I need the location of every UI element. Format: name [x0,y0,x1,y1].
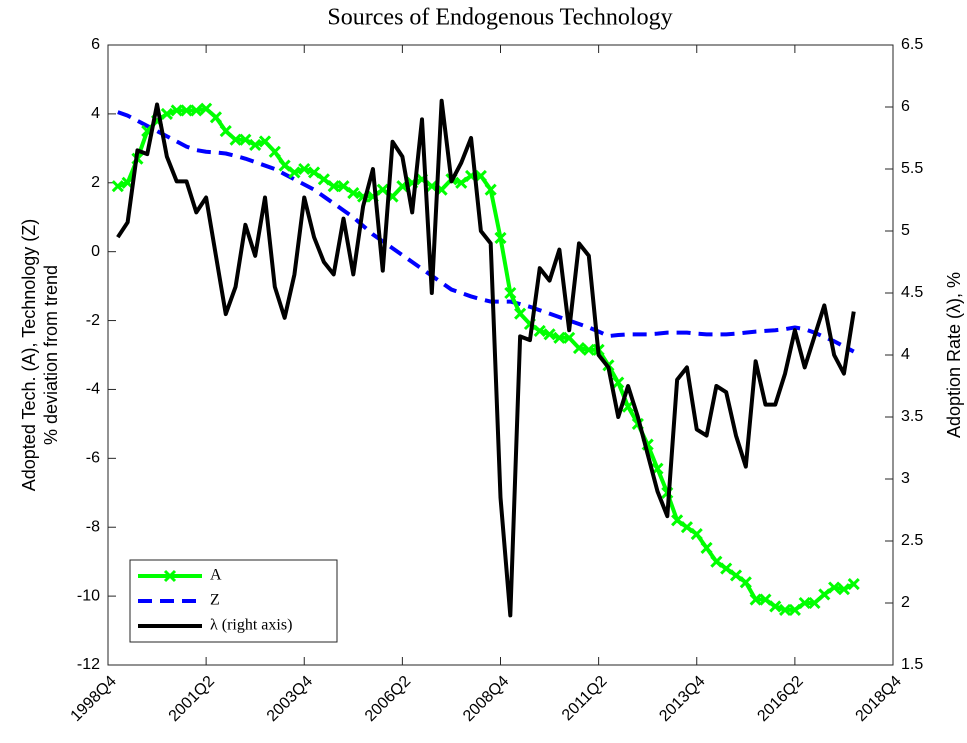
y2-tick-label: 2.5 [901,532,923,549]
chart-title: Sources of Endogenous Technology [327,5,672,31]
marker [504,286,517,300]
marker [180,104,193,117]
marker [798,596,811,610]
marker [474,169,487,182]
marker [258,135,272,148]
marker [808,596,821,610]
marker [376,183,389,196]
y-tick-label: -8 [86,518,100,535]
marker [298,162,311,176]
marker [278,159,291,172]
marker [837,583,850,596]
marker [759,593,772,606]
marker [308,166,321,179]
marker [209,111,222,124]
marker [553,331,566,344]
marker [582,343,595,356]
legend-marker [163,569,177,583]
y-tick-label: 4 [91,105,100,122]
marker [690,528,703,541]
marker [533,324,546,337]
y2-tick-label: 3.5 [901,408,923,425]
marker [543,328,556,341]
marker [327,180,340,193]
marker [347,187,360,200]
marker [710,555,723,568]
y2-tick-label: 4.5 [901,284,923,301]
marker [572,342,586,355]
marker [749,593,762,606]
legend-label: Z [210,592,220,609]
marker [317,173,330,186]
y-tick-label: 0 [91,243,100,260]
marker [720,562,733,575]
marker [563,331,576,344]
marker [229,133,242,146]
marker [200,102,213,115]
marker [288,166,301,179]
marker [219,125,232,138]
marker [190,104,203,117]
marker [170,104,183,117]
marker [622,400,635,413]
marker [268,145,281,158]
y-axis-label: % deviation from trend [41,265,61,445]
marker [818,588,831,601]
marker [828,581,841,594]
marker [729,569,743,582]
y-tick-label: 2 [91,174,100,191]
marker [769,600,782,613]
y2-tick-label: 2 [901,594,910,611]
legend-label: A [210,567,222,584]
marker [779,603,792,616]
y2-tick-label: 6 [901,98,910,115]
y-tick-label: -4 [86,381,100,398]
y-tick-label: -12 [77,656,100,673]
marker [847,577,860,591]
marker [484,183,497,196]
marker [788,603,801,616]
y-tick-label: -6 [86,450,100,467]
y-axis-label: Adopted Tech. (A), Technology (Z) [19,219,39,491]
marker [739,576,752,589]
marker [612,376,625,389]
marker [700,541,713,554]
marker [111,180,124,193]
y2-tick-label: 5.5 [901,160,923,177]
y2-tick-label: 1.5 [901,656,923,673]
marker [494,231,507,244]
marker [680,521,693,534]
marker [514,307,527,320]
marker [239,133,252,146]
y2-tick-label: 6.5 [901,36,923,53]
y2-tick-label: 3 [901,470,910,487]
y-tick-label: 6 [91,36,100,53]
series-line [116,98,856,618]
y-tick-label: -10 [77,587,100,604]
y-tick-label: -2 [86,312,100,329]
marker [337,180,350,193]
y2-tick-label: 5 [901,222,910,239]
y2-axis-label: Adoption Rate (λ), % [944,272,964,438]
series-line [117,110,855,354]
legend-label: λ (right axis) [210,617,292,634]
marker [249,138,262,151]
marker [671,514,684,527]
marker [160,107,173,120]
y2-tick-label: 4 [901,346,910,363]
marker [455,176,468,189]
